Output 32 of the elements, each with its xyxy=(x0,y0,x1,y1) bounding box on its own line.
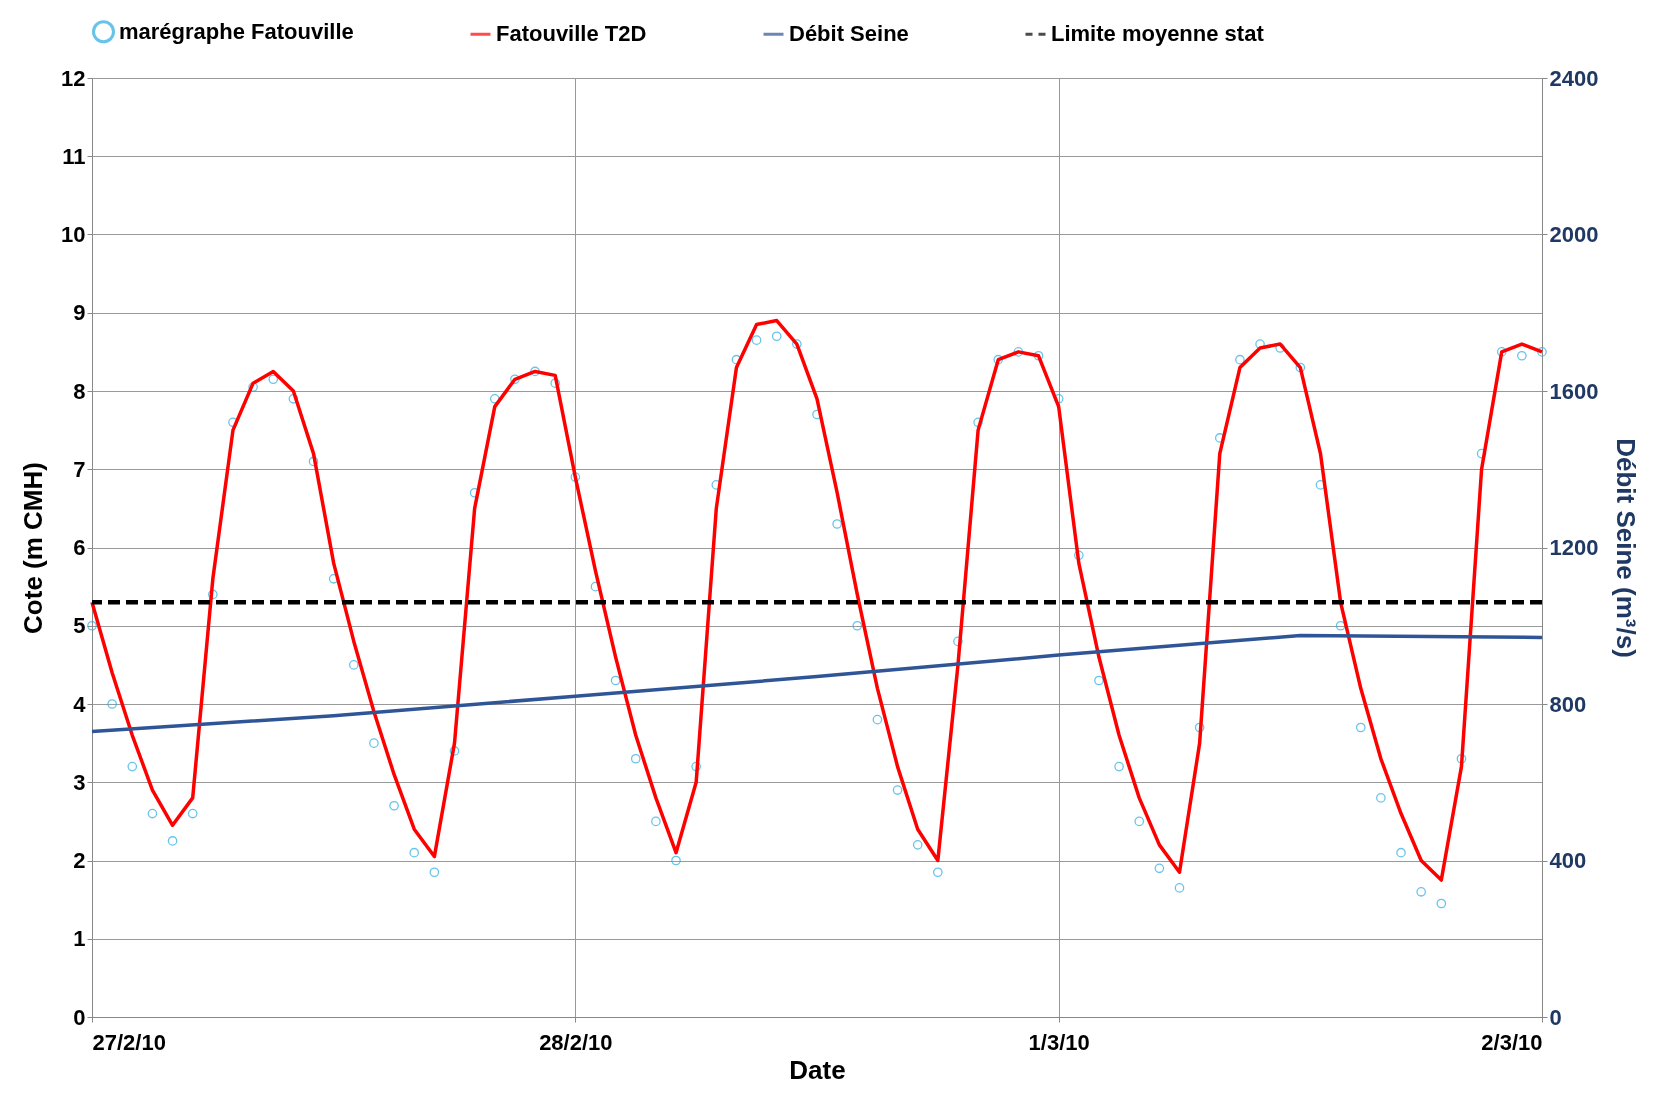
y-tick-label: 11 xyxy=(62,143,86,169)
y-tick-label: 2 xyxy=(73,848,86,873)
y2-axis-title: Débit Seine (m³/s) xyxy=(1611,438,1642,658)
legend-label: marégraphe Fatouville xyxy=(119,18,354,44)
y2-tick-label: 1200 xyxy=(1549,535,1599,560)
legend-label: Limite moyenne stat xyxy=(1051,21,1265,47)
y2-tick-label: 2400 xyxy=(1549,65,1599,91)
legend-label: Fatouville T2D xyxy=(496,21,647,47)
y-tick-label: 8 xyxy=(73,378,86,404)
x-tick-label: 2/3/10 xyxy=(1481,1029,1543,1055)
y-tick-label: 1 xyxy=(73,926,86,952)
y-tick-label: 12 xyxy=(61,65,86,91)
y2-tick-label: 800 xyxy=(1549,691,1587,717)
line-series xyxy=(90,633,1544,734)
y2-tick-label: 400 xyxy=(1549,848,1587,873)
legend-label: Débit Seine xyxy=(789,21,909,47)
x-tick-label: 28/2/10 xyxy=(539,1029,613,1055)
y2-tick-label: 0 xyxy=(1549,1004,1562,1030)
y-tick-label: 0 xyxy=(73,1004,86,1030)
y-tick-label: 6 xyxy=(73,535,86,560)
y-tick-label: 9 xyxy=(73,300,86,326)
y-tick-label: 7 xyxy=(73,456,86,482)
y-tick-label: 4 xyxy=(73,691,87,717)
y2-tick-label: 1600 xyxy=(1549,378,1599,404)
x-tick-label: 27/2/10 xyxy=(92,1029,166,1055)
x-tick-label: 1/3/10 xyxy=(1028,1029,1090,1055)
y2-tick-label: 2000 xyxy=(1549,222,1599,247)
x-axis-title: Date xyxy=(789,1054,846,1085)
y-tick-label: 10 xyxy=(61,222,86,247)
y-tick-label: 3 xyxy=(73,769,86,795)
y-tick-label: 5 xyxy=(73,613,86,639)
y-axis-title: Cote (m CMH) xyxy=(18,462,49,634)
